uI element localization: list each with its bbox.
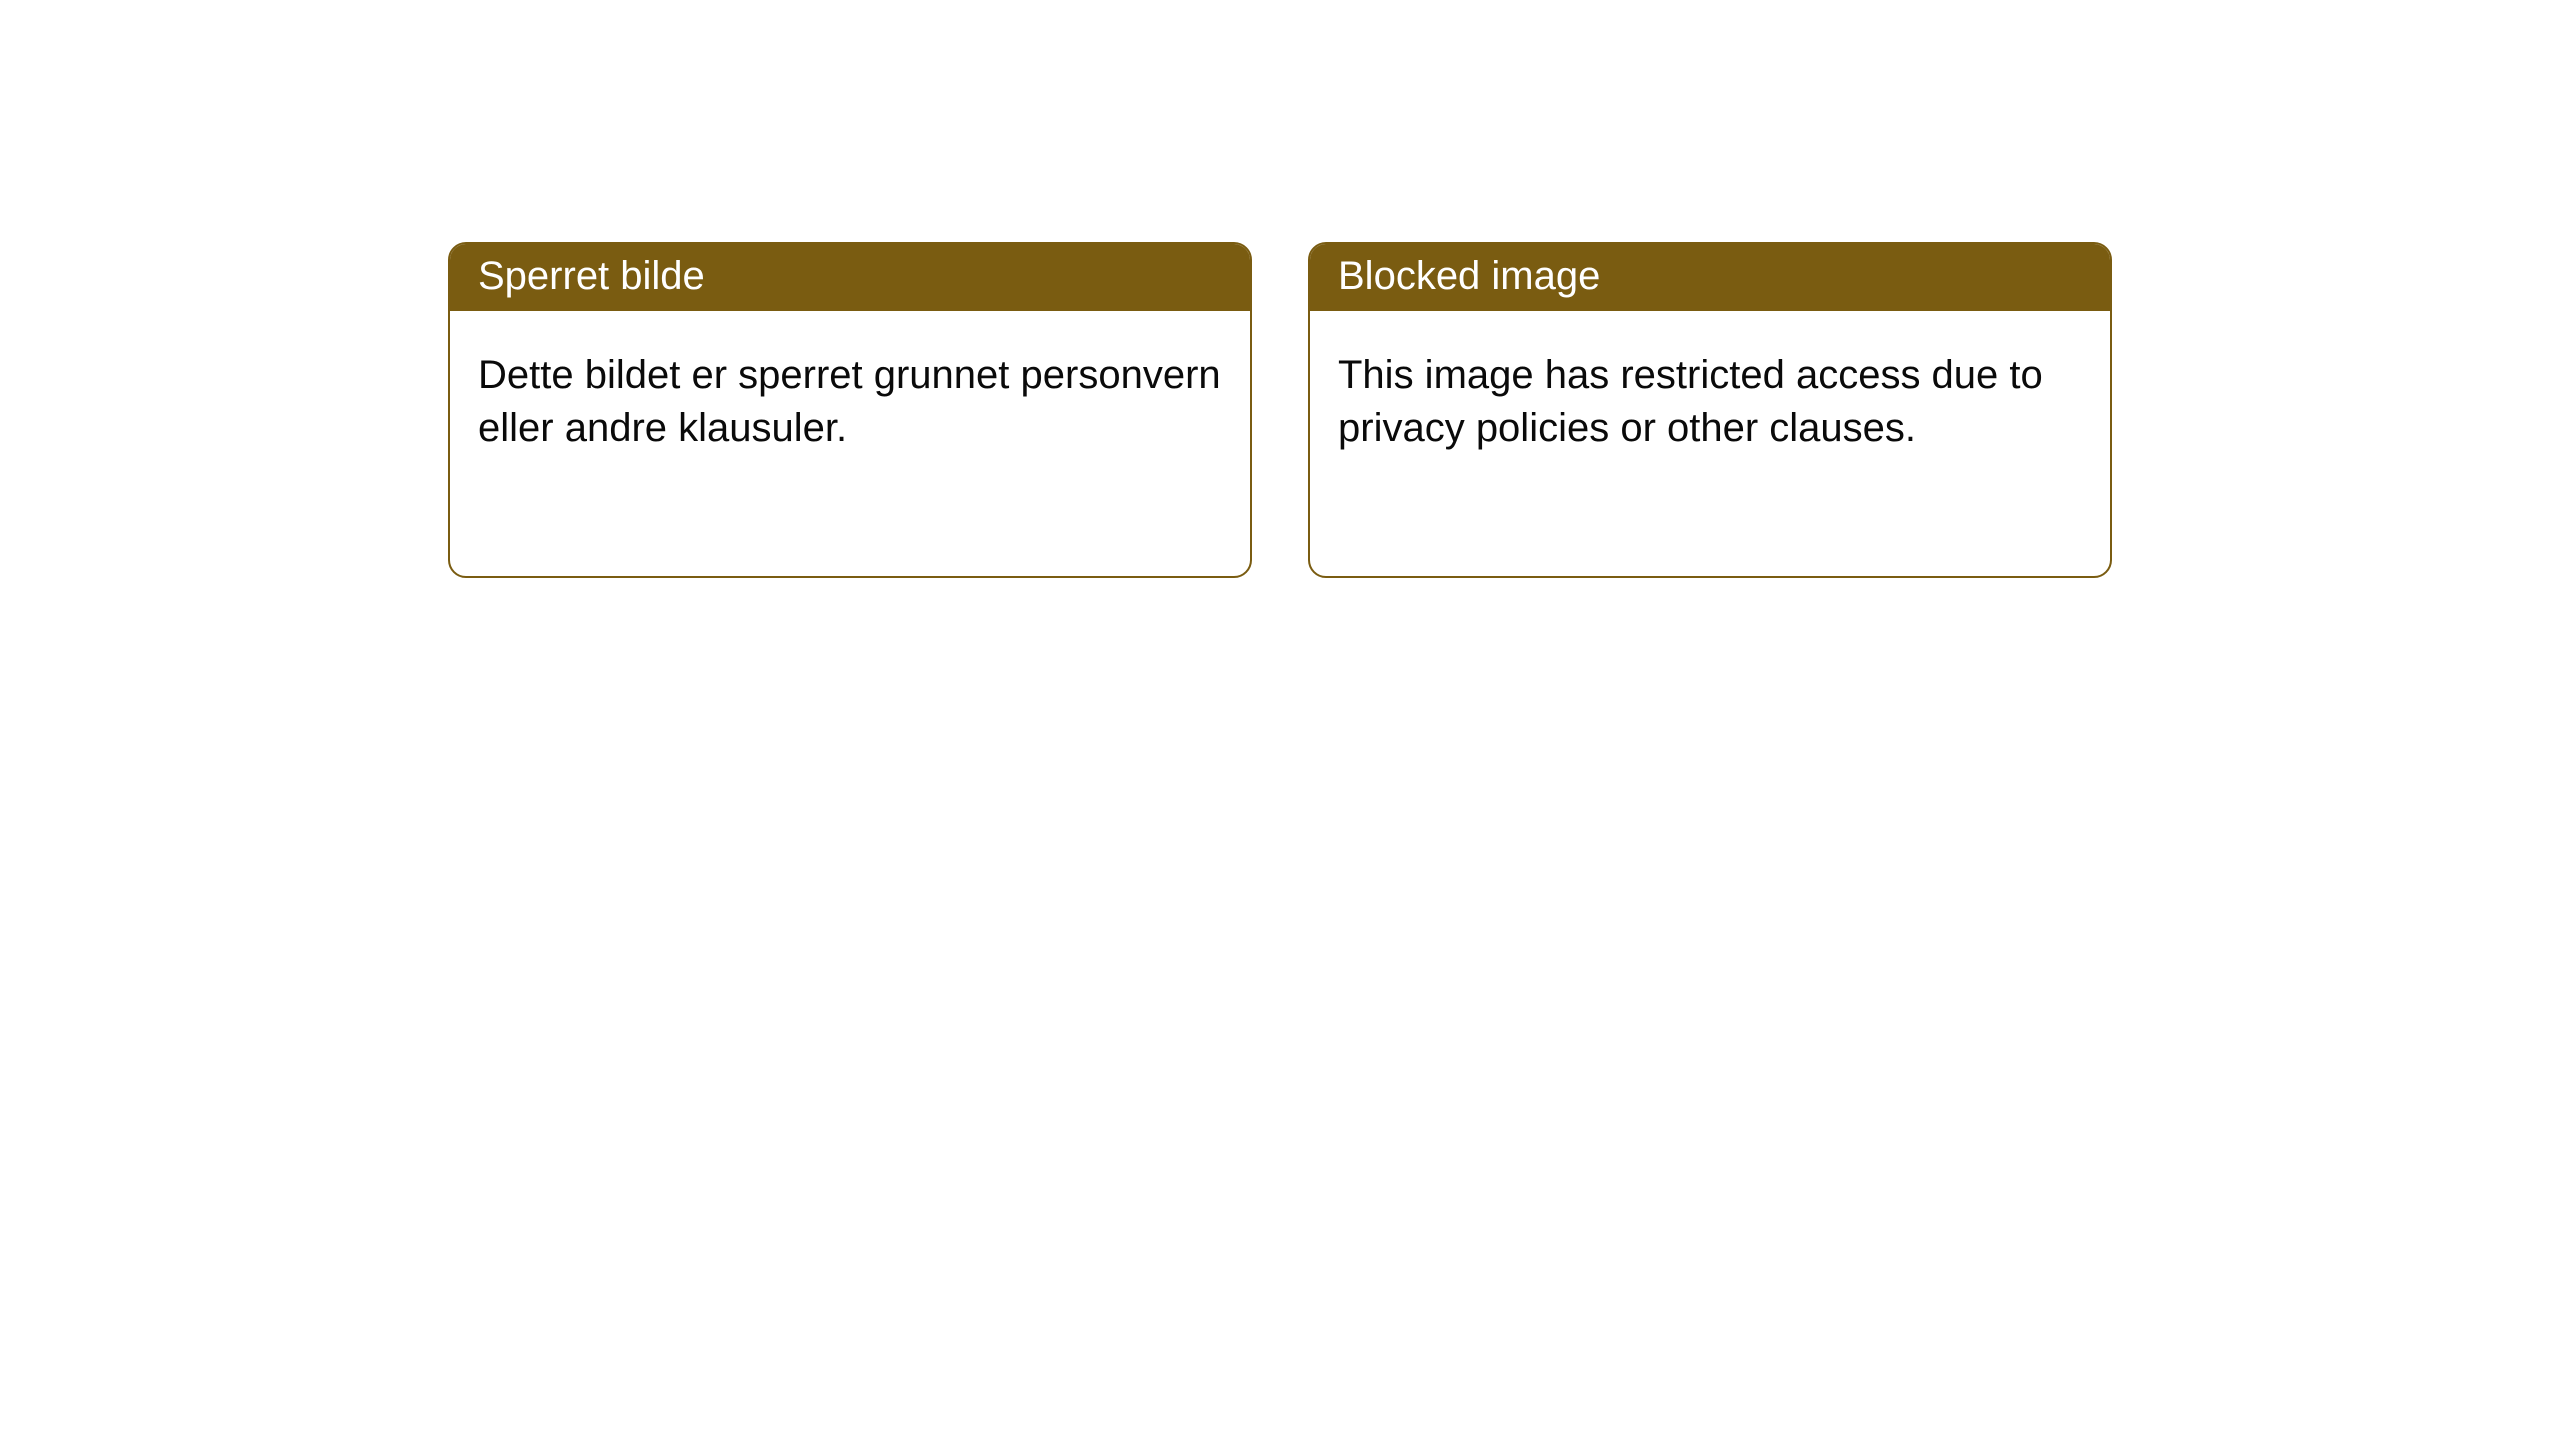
notice-card-norwegian: Sperret bilde Dette bildet er sperret gr…	[448, 242, 1252, 578]
notices-container: Sperret bilde Dette bildet er sperret gr…	[0, 0, 2560, 578]
notice-body: This image has restricted access due to …	[1310, 311, 2110, 483]
notice-card-english: Blocked image This image has restricted …	[1308, 242, 2112, 578]
notice-body: Dette bildet er sperret grunnet personve…	[450, 311, 1250, 483]
notice-header: Blocked image	[1310, 244, 2110, 311]
notice-header: Sperret bilde	[450, 244, 1250, 311]
